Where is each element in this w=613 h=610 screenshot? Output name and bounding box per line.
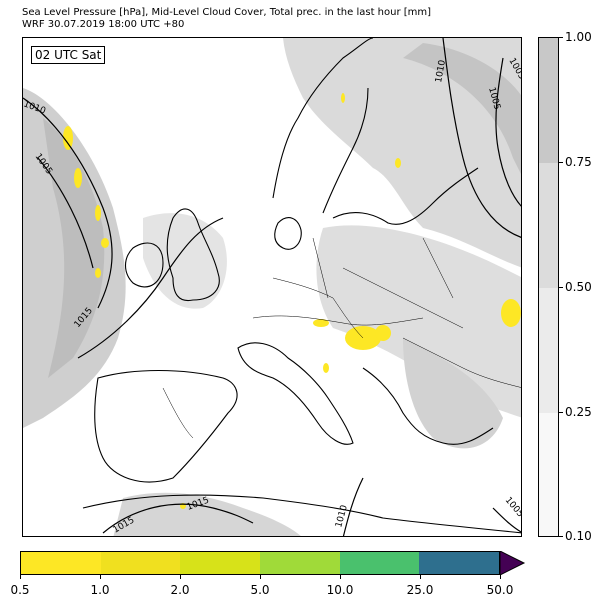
precip-norway bbox=[341, 93, 345, 103]
prec-bar-label: 2.0 bbox=[170, 583, 190, 597]
coast-britain bbox=[166, 208, 220, 302]
prec-bar-label: 1.0 bbox=[90, 583, 110, 597]
isobar-1005-west bbox=[37, 157, 94, 269]
prec-bar-tick bbox=[20, 575, 21, 579]
cloud-bar-tick bbox=[559, 536, 563, 537]
isobar-1005-southeast bbox=[492, 507, 521, 533]
precip-atlantic-1 bbox=[63, 126, 73, 150]
isobar-1015-west bbox=[77, 217, 224, 359]
coast-sweden bbox=[322, 87, 369, 214]
cloud-bar-seg bbox=[539, 288, 558, 413]
cloud-bar-tick bbox=[559, 287, 563, 288]
prec-bar-label: 50.0 bbox=[486, 583, 514, 597]
precipitation-layer bbox=[63, 93, 521, 509]
prec-bar-seg bbox=[180, 552, 261, 574]
prec-bar-label: 25.0 bbox=[406, 583, 434, 597]
isobar-1010-east bbox=[442, 38, 521, 238]
prec-bar-label: 5.0 bbox=[250, 583, 270, 597]
isobar-1015-south bbox=[102, 503, 254, 534]
precip-alps-3 bbox=[313, 319, 329, 327]
isobars bbox=[23, 38, 521, 536]
isobar-1005-east bbox=[495, 57, 521, 207]
cloud-bar-seg bbox=[539, 413, 558, 536]
prec-bar-seg bbox=[100, 552, 181, 574]
precip-atlantic-3 bbox=[95, 205, 101, 221]
prec-bar-seg bbox=[21, 552, 101, 574]
isobar-label: 1010 bbox=[334, 504, 350, 529]
prec-bar-tick bbox=[180, 575, 181, 579]
cloud-bar-tick bbox=[559, 412, 563, 413]
prec-bar-extend-arrow bbox=[500, 551, 526, 575]
precip-east bbox=[501, 299, 521, 327]
cloud-balkans bbox=[403, 338, 503, 449]
prec-bar-tick bbox=[500, 575, 501, 579]
prec-bar-label: 10.0 bbox=[326, 583, 354, 597]
precip-sweden bbox=[395, 158, 401, 168]
cloud-bar-label: 0.75 bbox=[565, 155, 592, 169]
coastlines bbox=[82, 38, 521, 534]
isobar-label: 1010 bbox=[434, 59, 448, 84]
coast-baltic bbox=[332, 167, 479, 225]
coast-france-italy bbox=[237, 342, 354, 445]
coast-denmark bbox=[274, 217, 302, 250]
prec-bar-seg bbox=[260, 552, 340, 574]
prec-bar-tick bbox=[340, 575, 341, 579]
cloud-britain bbox=[143, 213, 227, 309]
coast-iberia bbox=[94, 369, 238, 483]
chart-subtitle: WRF 30.07.2019 18:00 UTC +80 bbox=[22, 19, 185, 30]
precipitation-colorbar bbox=[20, 551, 500, 575]
cloud-bar-label: 0.25 bbox=[565, 405, 592, 419]
precip-atlantic-5 bbox=[95, 268, 101, 278]
weather-map: 1010 1005 1015 1010 1005 1005 1015 1015 … bbox=[22, 37, 522, 537]
prec-bar-seg bbox=[339, 552, 420, 574]
cloud-bar-seg bbox=[539, 163, 558, 288]
cloud-north-east bbox=[403, 43, 521, 174]
cloud-bar-tick bbox=[559, 162, 563, 163]
valid-time-label: 02 UTC Sat bbox=[31, 46, 106, 64]
prec-bar-tick bbox=[100, 575, 101, 579]
prec-bar-tick bbox=[260, 575, 261, 579]
cloud-bar-seg bbox=[539, 38, 558, 163]
isobar-1010-south bbox=[342, 477, 364, 536]
cloud-east-europe bbox=[316, 225, 521, 418]
cloud-bar-tick bbox=[559, 37, 563, 38]
coast-balkans bbox=[362, 367, 494, 445]
prec-bar-tick bbox=[420, 575, 421, 579]
cloud-north-africa bbox=[113, 492, 301, 536]
coast-ireland bbox=[124, 242, 164, 288]
coast-scandinavia bbox=[272, 38, 374, 199]
precip-croatia bbox=[323, 363, 329, 373]
coast-north-africa bbox=[82, 494, 521, 534]
isobar-label: 1005 bbox=[503, 496, 522, 520]
prec-bar-seg bbox=[419, 552, 500, 574]
chart-title: Sea Level Pressure [hPa], Mid-Level Clou… bbox=[22, 7, 432, 18]
prec-bar-label: 0.5 bbox=[10, 583, 30, 597]
precip-atlantic-2 bbox=[74, 168, 82, 188]
cloud-atlantic-inner bbox=[43, 118, 105, 378]
map-canvas: 1010 1005 1015 1010 1005 1005 1015 1015 … bbox=[23, 38, 522, 536]
cloud-bar-label: 1.00 bbox=[565, 30, 592, 44]
cloud-bar-label: 0.50 bbox=[565, 280, 592, 294]
country-borders bbox=[162, 237, 521, 439]
precip-alps-2 bbox=[375, 325, 391, 341]
cloud-bar-label: 0.10 bbox=[565, 529, 592, 543]
cloud-cover-layer bbox=[23, 38, 521, 536]
isobar-1010-west bbox=[23, 97, 113, 309]
precip-atlantic-4 bbox=[101, 238, 109, 248]
cloud-cover-colorbar bbox=[538, 37, 559, 537]
